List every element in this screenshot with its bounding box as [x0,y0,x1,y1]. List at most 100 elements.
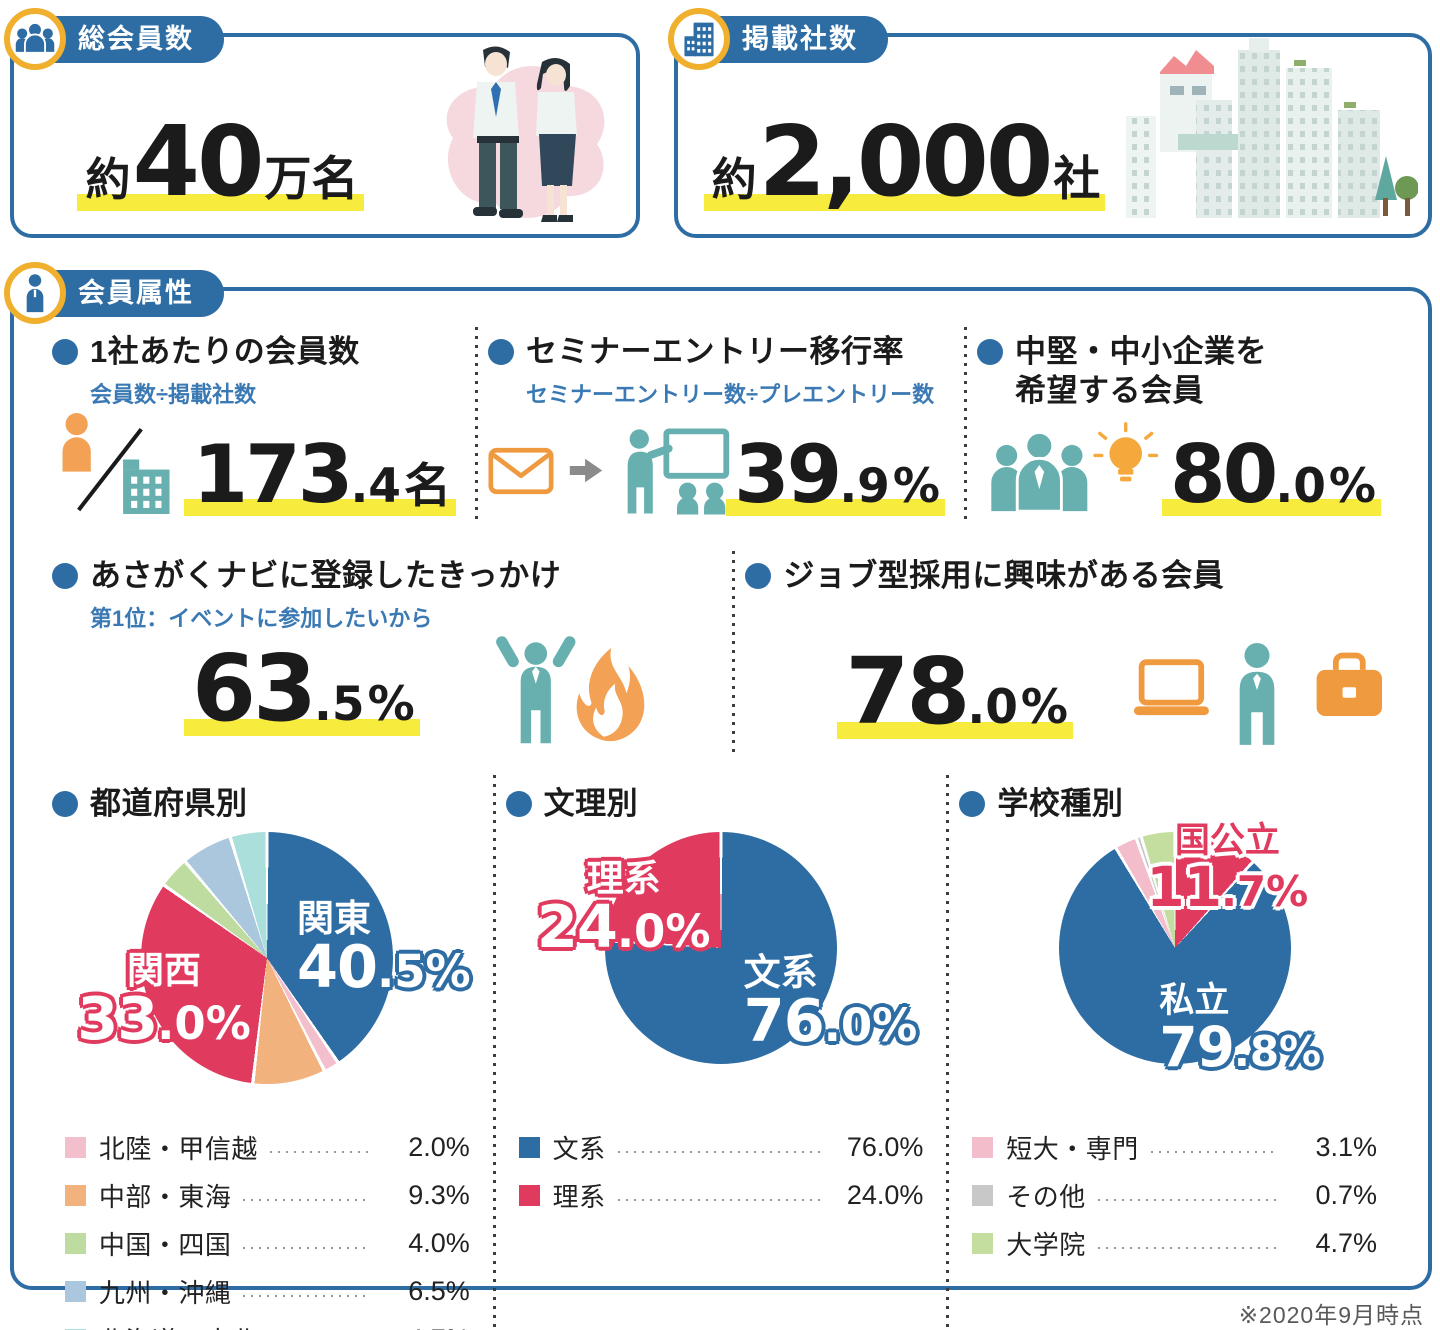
legend-swatch [972,1136,994,1158]
stat-subtitle: セミナーエントリー数÷プレエントリー数 [526,381,935,407]
seminar-flow-icons [488,427,734,515]
field-legend: 文系 76.0% 理系 24.0% [518,1118,923,1225]
pie-area: 理系 24.0% 文系 76.0% [506,831,937,1104]
attributes-row-2: あさがくナビに登録したきっかけ 第1位：イベントに参加したいから 63.5% [42,550,1400,755]
legend-swatch [518,1184,540,1206]
arrow-right-icon [569,459,603,483]
prefecture-pie-chart [141,831,394,1084]
stat-members-per-company: 1社あたりの会員数 会員数÷掲載社数 [42,327,475,525]
stat-job-type-interest: ジョブ型採用に興味がある会員 78.0% [735,551,1400,755]
pie-area: 関東 40.5% 関西 33.0% [52,831,483,1104]
team-lightbulb-icon [991,421,1159,513]
legend-row: 北陸・甲信越 2.0% [64,1129,470,1166]
business-people-illustration [446,46,605,222]
stat-subtitle: 第1位：イベントに参加したいから [90,605,433,631]
bullet-icon [745,562,772,589]
pie-by-prefecture: 都道府県別 関東 40.5% 関西 33.0% 北陸・甲信越 2.0% 中部・東海… [42,775,493,1330]
pie-label-private: 私立 79.8% [1159,980,1322,1080]
prefecture-legend: 北陸・甲信越 2.0% 中部・東海 9.3% 中国・四国 4.0% 九州・沖縄 6.5%… [64,1118,470,1330]
registration-reason-value: 63.5% [184,634,420,742]
divider [732,550,736,755]
cheering-person-flame-icon [495,635,644,743]
total-members-value: 約 40 万名 [77,105,364,218]
pie-area: 国公立 11.7% 私立 79.8% [959,823,1390,1104]
pie-head: 学校種別 [959,785,1390,824]
divider [475,327,478,525]
leader-line [243,1295,370,1297]
legend-row: 理系 24.0% [518,1177,923,1214]
bullet-icon [488,339,514,365]
stat-head: あさがくナビに登録したきっかけ [52,557,714,596]
stat-subtitle: 会員数÷掲載社数 [90,381,257,407]
pie-by-school-type: 学校種別 国公立 11.7% 私立 79.8% 短大・専門 3.1% その他 0.7… [949,775,1400,1330]
leader-line [1097,1247,1278,1249]
legend-row: 中国・四国 4.0% [64,1225,470,1262]
badge-circle [4,8,66,70]
stat-body: 78.0% [745,639,1382,755]
legend-row: 文系 76.0% [518,1129,923,1166]
listed-companies-value-wrap: 約 2,000 社 [694,113,1118,228]
legend-row: 中部・東海 9.3% [64,1177,470,1214]
pie-label-national-public: 国公立 11.7% [1146,820,1309,920]
legend-row: 九州・沖縄 6.5% [64,1273,470,1310]
legend-row: その他 0.7% [972,1177,1377,1214]
legend-swatch [518,1136,540,1158]
footnote-date: ※2020年9月時点 [1238,1302,1424,1328]
bullet-icon [505,790,532,817]
legend-swatch [64,1184,86,1206]
stat-head: 1社あたりの会員数 [52,333,457,372]
person-per-building-icon [62,412,170,514]
bullet-icon [52,562,78,589]
member-attributes-title: 会員属性 [50,269,224,317]
bullet-icon [52,790,78,817]
listed-companies-title: 掲載社数 [714,15,888,63]
total-members-card: 総会員数 約 40 万名 [4,8,640,238]
pie-label-science: 理系 24.0% [536,856,711,962]
stat-sme-preference: 中堅・中小企業を 希望する会員 [967,327,1400,525]
bullet-icon [959,790,986,817]
divider [492,774,496,1330]
badge-circle [4,262,66,324]
listed-companies-value: 約 2,000 社 [703,105,1106,218]
total-members-value-wrap: 約 40 万名 [30,113,414,228]
job-type-interest-value: 78.0% [837,637,1073,745]
total-members-body: 約 40 万名 [14,37,636,234]
leader-line [243,1247,370,1249]
listed-companies-badge: 掲載社数 [668,8,888,70]
pie-label-kansai: 関西 33.0% [77,948,251,1054]
field-pie-chart [604,831,837,1064]
leader-line [269,1151,370,1153]
school-type-legend: 短大・専門 3.1% その他 0.7% 大学院 4.7% [972,1118,1377,1273]
seminar-presenter-icon [627,428,730,515]
stat-seminar-entry-rate: セミナーエントリー移行率 セミナーエントリー数÷プレエントリー数 [478,327,964,525]
attributes-row-1: 1社あたりの会員数 会員数÷掲載社数 [42,327,1400,525]
legend-row: 短大・専門 3.1% [972,1129,1377,1166]
stat-body: 80.0% [977,419,1382,525]
pie-head: 文理別 [505,785,937,824]
legend-swatch [64,1232,86,1254]
total-members-title: 総会員数 [50,15,224,63]
listed-companies-body: 約 2,000 社 [678,37,1428,234]
people-group-icon [15,22,55,54]
building-icon [684,22,714,57]
legend-row: 大学院 4.7% [972,1225,1377,1262]
bullet-icon [976,339,1003,365]
leader-line [243,1199,370,1201]
members-per-company-value: 173.4 名 [184,427,456,521]
legend-swatch [972,1232,994,1254]
leader-line [1097,1199,1278,1201]
legend-row: 北海道・東北4.7% [64,1321,470,1330]
stat-body: 173.4 名 [52,409,457,525]
pie-by-field: 文理別 理系 24.0% 文系 76.0% 文系 76.0% 理系 24.0% [496,775,947,1330]
person-icon [26,274,44,313]
legend-swatch [972,1184,994,1206]
divider [963,327,967,525]
legend-swatch [64,1280,86,1302]
stat-body: 39.9% [488,427,946,525]
total-members-badge: 総会員数 [4,8,224,70]
leader-line [617,1151,824,1153]
pie-label-humanities: 文系 76.0% [743,950,918,1056]
stat-title: 中堅・中小企業を 希望する会員 [1014,334,1267,408]
laptop-person-briefcase-icon [1133,642,1382,745]
